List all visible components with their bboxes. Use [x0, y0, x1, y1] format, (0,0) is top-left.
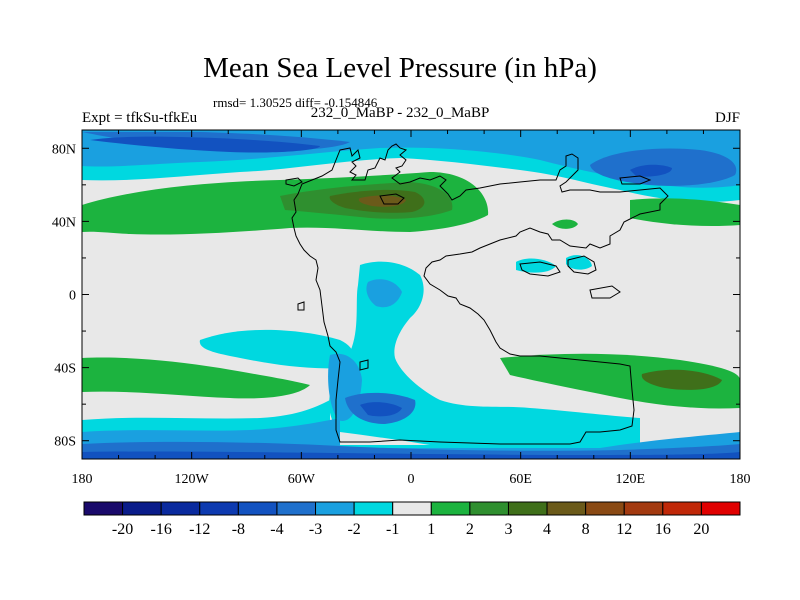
- tropical-lightblue-core: [366, 279, 402, 308]
- gondwana-darkblue-core: [360, 402, 402, 417]
- cimmerian-block-c: [589, 285, 621, 299]
- colorbar-swatch: [122, 501, 162, 516]
- south-indian-green-band: [500, 353, 740, 409]
- colorbar-label: 3: [504, 521, 512, 538]
- colorbar-label: 1: [427, 521, 435, 538]
- colorbar-label: -3: [309, 521, 322, 538]
- north-pacific-low: [90, 136, 320, 153]
- experiment-label: Expt = tfkSu-tfkEu: [82, 110, 198, 126]
- colorbar-label: -12: [189, 521, 210, 538]
- colorbar-label: 8: [582, 521, 590, 538]
- colorbar-swatch: [392, 501, 432, 516]
- colorbar-label: 12: [616, 521, 632, 538]
- x-tick-label: 60E: [509, 472, 532, 487]
- tethys-cyan-spot-a: [516, 258, 556, 273]
- colorbar-swatch: [315, 501, 355, 516]
- pressure-field: [82, 130, 740, 459]
- colorbar-label: 20: [693, 521, 709, 538]
- y-tick-label: 80N: [52, 142, 76, 157]
- x-tick-label: 60W: [288, 472, 316, 487]
- colorbar-swatch: [353, 501, 394, 516]
- south-olive-core: [641, 369, 722, 390]
- south-margin-notch: [359, 359, 369, 371]
- east-asia-low-core: [630, 164, 672, 177]
- colorbar-label: -4: [270, 521, 283, 538]
- colorbar-swatch: [662, 501, 702, 516]
- cimmerian-block-a: [519, 261, 561, 277]
- colorbar-label: 4: [543, 521, 551, 538]
- x-tick-label: 120E: [616, 472, 646, 487]
- x-tick-label: 0: [408, 472, 415, 487]
- colorbar-swatch: [546, 501, 587, 516]
- colorbar-swatch: [623, 501, 664, 516]
- x-tick-label: 120W: [175, 472, 210, 487]
- colorbar-swatch: [160, 501, 201, 516]
- colorbar-label: -20: [112, 521, 133, 538]
- x-axis-labels: 180 120W 60W 0 60E 120E 180: [72, 472, 751, 487]
- y-tick-label: 40N: [52, 215, 76, 230]
- y-tick-label: 80S: [54, 435, 76, 450]
- colorbar-label: -8: [232, 521, 245, 538]
- asia-green-spot: [552, 219, 578, 229]
- colorbar-label: -1: [386, 521, 399, 538]
- west-islet: [297, 301, 305, 311]
- colorbar-swatch: [83, 501, 124, 516]
- colorbar: [83, 501, 741, 516]
- colorbar-label: -2: [347, 521, 360, 538]
- continent-outlines: [285, 143, 669, 445]
- pacific-green-patch: [630, 198, 740, 227]
- colorbar-swatch: [276, 501, 317, 516]
- x-tick-label: 180: [730, 472, 751, 487]
- colorbar-swatch: [585, 501, 625, 516]
- colorbar-swatch: [700, 501, 741, 516]
- south-pacific-cyan-tongue: [199, 329, 354, 369]
- cimmerian-block-b: [567, 255, 597, 275]
- arctic-island: [619, 175, 652, 185]
- y-tick-label: 40S: [54, 362, 76, 377]
- axis-ticks: [81, 130, 741, 459]
- comparison-label: 232_0_MaBP - 232_0_MaBP: [310, 105, 490, 121]
- y-tick-label: 0: [69, 289, 76, 304]
- colorbar-label: -16: [151, 521, 172, 538]
- season-label: DJF: [714, 110, 740, 126]
- colorbar-swatch: [430, 501, 471, 516]
- interior-sea: [379, 193, 405, 205]
- colorbar-swatch: [507, 501, 548, 516]
- y-axis-labels: 80N 40N 0 40S 80S: [52, 142, 76, 449]
- stats-label: rmsd= 1.30525 diff= -0.154846: [213, 95, 378, 110]
- colorbar-swatch: [199, 501, 239, 516]
- x-tick-label: 180: [72, 472, 93, 487]
- north-ocean-island: [285, 177, 303, 187]
- south-pacific-green-band: [82, 357, 310, 399]
- colorbar-label: 16: [655, 521, 671, 538]
- colorbar-label: 2: [466, 521, 474, 538]
- colorbar-swatch: [469, 501, 509, 516]
- colorbar-swatch: [237, 501, 278, 516]
- colorbar-labels: -20 -16 -12 -8 -4 -3 -2 -1 1 2 3 4 8 12 16 20: [112, 521, 709, 538]
- pangaea-coastline: [291, 143, 669, 445]
- plot-title: Mean Sea Level Pressure (in hPa): [203, 52, 597, 84]
